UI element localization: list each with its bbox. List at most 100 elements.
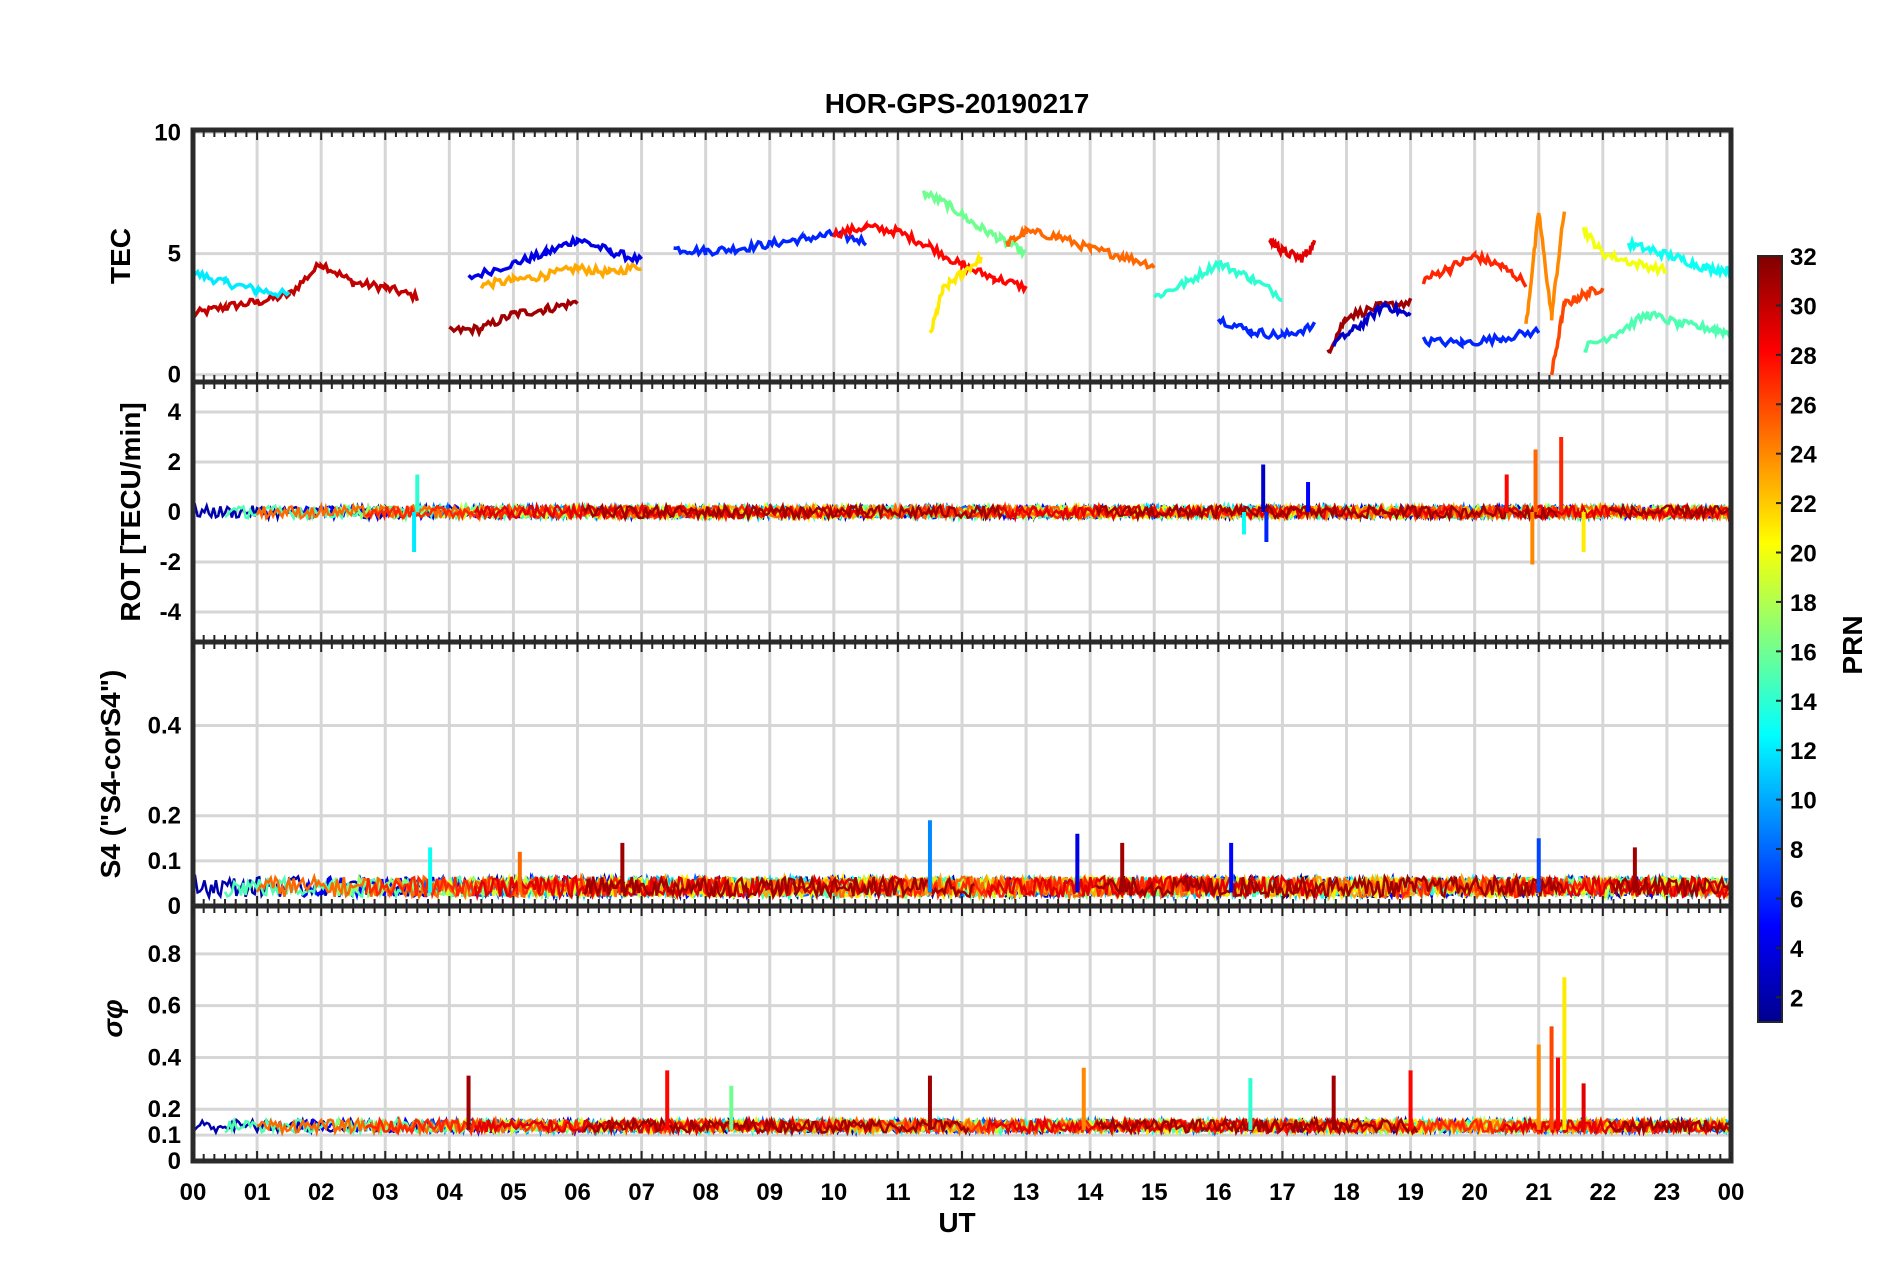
tec-series-prn21 bbox=[928, 250, 983, 334]
x-tick-label: 09 bbox=[756, 1179, 783, 1206]
tec-series-prn27 bbox=[1421, 249, 1528, 288]
series-group bbox=[193, 820, 1731, 902]
colorbar-tick-label: 16 bbox=[1790, 639, 1817, 666]
sigma_phi-series-prn25 bbox=[256, 1115, 581, 1138]
tec-series-prn12 bbox=[193, 268, 291, 299]
colorbar-tick-label: 30 bbox=[1790, 293, 1817, 320]
y-tick-label: -4 bbox=[160, 599, 182, 626]
y-tick-label: 0.4 bbox=[148, 712, 182, 739]
tec-series-prn31 bbox=[1326, 297, 1413, 355]
tec-series-prn26 bbox=[1549, 285, 1605, 376]
series-group bbox=[193, 437, 1731, 565]
colorbar-tick-label: 20 bbox=[1790, 541, 1817, 568]
x-axis-label: UT bbox=[938, 1207, 975, 1238]
y-tick-label: 0.1 bbox=[148, 848, 181, 875]
x-tick-label: 00 bbox=[1718, 1179, 1745, 1206]
tec-series-prn14 bbox=[1152, 259, 1283, 303]
y-axis-label-tec: TEC bbox=[105, 228, 136, 284]
y-tick-label: 0.2 bbox=[148, 803, 181, 830]
sigma_phi-series-prn29 bbox=[986, 1114, 1383, 1137]
panel-tec: 0 5 10 TEC bbox=[105, 119, 1734, 389]
s4-series-prn31 bbox=[1095, 872, 1565, 902]
x-tick-label: 05 bbox=[500, 1179, 527, 1206]
colorbar-gradient bbox=[1758, 256, 1782, 1022]
x-tick-label: 07 bbox=[628, 1179, 655, 1206]
colorbar-tick-label: 28 bbox=[1790, 343, 1817, 370]
y-tick-label: 4 bbox=[168, 399, 182, 426]
panel-s4: 0 0.1 0.2 0.4 S4 ("S4-corS4") bbox=[95, 639, 1734, 920]
tec-series-prn6 bbox=[1216, 314, 1317, 341]
y-tick-label: 0.4 bbox=[148, 1044, 182, 1071]
rot-series-prn31 bbox=[582, 501, 1004, 523]
sigma_phi-series-prn31 bbox=[1095, 1115, 1419, 1137]
y-tick-label: 0 bbox=[168, 893, 181, 920]
x-tick-label: 15 bbox=[1141, 1179, 1168, 1206]
tec-series-prn24 bbox=[1524, 211, 1567, 325]
x-tick-label: 17 bbox=[1269, 1179, 1296, 1206]
x-tick-label: 13 bbox=[1013, 1179, 1040, 1206]
x-tick-label: 01 bbox=[244, 1179, 271, 1206]
colorbar-tick-label: 8 bbox=[1790, 837, 1803, 864]
y-axis-label-s4: S4 ("S4-corS4") bbox=[95, 670, 126, 879]
x-tick-label: 18 bbox=[1333, 1179, 1360, 1206]
y-tick-label: -2 bbox=[160, 549, 181, 576]
colorbar-tick-label: 14 bbox=[1790, 689, 1817, 716]
x-tick-label: 23 bbox=[1654, 1179, 1681, 1206]
x-tick-label: 00 bbox=[180, 1179, 207, 1206]
colorbar-tick-label: 32 bbox=[1790, 244, 1817, 271]
panel-sigma_phi: 00.10.2 0.4 0.6 0.8 σφ bbox=[97, 903, 1734, 1175]
colorbar-tick-label: 12 bbox=[1790, 738, 1817, 765]
x-tick-label: 20 bbox=[1461, 1179, 1488, 1206]
x-tick-label: 14 bbox=[1077, 1179, 1104, 1206]
colorbar-tick-label: 26 bbox=[1790, 392, 1817, 419]
x-tick-label: 08 bbox=[692, 1179, 719, 1206]
colorbar-tick-label: 4 bbox=[1790, 936, 1804, 963]
x-axis: 00 01 02 03 04 05 06 07 08 09 10 11 12 13 14 15 16 17 18 19… bbox=[180, 1179, 1745, 1206]
tec-series-prn3 bbox=[1332, 299, 1412, 347]
tec-series-prn6 bbox=[1421, 325, 1541, 350]
y-tick-label: 0.8 bbox=[148, 941, 181, 968]
panel-rot: -4 -2 0 2 4 ROT [TECU/min] bbox=[115, 379, 1734, 645]
y-tick-label: 0 bbox=[168, 362, 181, 389]
x-tick-label: 06 bbox=[564, 1179, 591, 1206]
x-tick-label: 12 bbox=[949, 1179, 976, 1206]
y-tick-label: 0.2 bbox=[148, 1096, 181, 1123]
tec-series-prn23 bbox=[479, 261, 642, 291]
x-tick-label: 21 bbox=[1525, 1179, 1552, 1206]
x-tick-label: 22 bbox=[1589, 1179, 1616, 1206]
series-group bbox=[193, 189, 1731, 376]
y-axis-label-rot: ROT [TECU/min] bbox=[115, 402, 146, 621]
tec-series-prn16 bbox=[921, 189, 1027, 260]
rot-series-prn31 bbox=[1095, 502, 1559, 523]
tec-series-prn28 bbox=[832, 219, 1028, 295]
colorbar-label: PRN bbox=[1837, 615, 1868, 674]
tec-series-prn30 bbox=[193, 260, 419, 319]
colorbar-tick-label: 22 bbox=[1790, 491, 1817, 518]
x-tick-label: 19 bbox=[1397, 1179, 1424, 1206]
y-tick-label: 0.1 bbox=[148, 1122, 181, 1149]
colorbar-tick-label: 18 bbox=[1790, 590, 1817, 617]
tec-series-prn13 bbox=[1626, 234, 1731, 280]
tec-series-prn29 bbox=[1268, 236, 1317, 264]
colorbar-tick-label: 24 bbox=[1790, 442, 1817, 469]
tec-series-prn4 bbox=[467, 234, 643, 281]
x-tick-label: 03 bbox=[372, 1179, 399, 1206]
y-axis-label-sigma: σφ bbox=[97, 999, 128, 1037]
colorbar-tick-label: 2 bbox=[1790, 985, 1803, 1012]
y-tick-label: 10 bbox=[154, 119, 181, 146]
colorbar-tick-label: 6 bbox=[1790, 886, 1803, 913]
series-group bbox=[193, 977, 1731, 1138]
y-tick-label: 0 bbox=[168, 499, 181, 526]
tec-series-prn31 bbox=[448, 298, 579, 338]
x-tick-label: 02 bbox=[308, 1179, 335, 1206]
colorbar-tick-label: 10 bbox=[1790, 788, 1817, 815]
y-tick-label: 5 bbox=[168, 241, 181, 268]
y-tick-label: 0 bbox=[168, 1148, 181, 1175]
y-tick-label: 0.6 bbox=[148, 993, 181, 1020]
sigma_phi-series-prn31 bbox=[582, 1115, 970, 1138]
x-tick-label: 11 bbox=[885, 1179, 910, 1206]
figure-title: HOR-GPS-20190217 bbox=[825, 88, 1090, 119]
